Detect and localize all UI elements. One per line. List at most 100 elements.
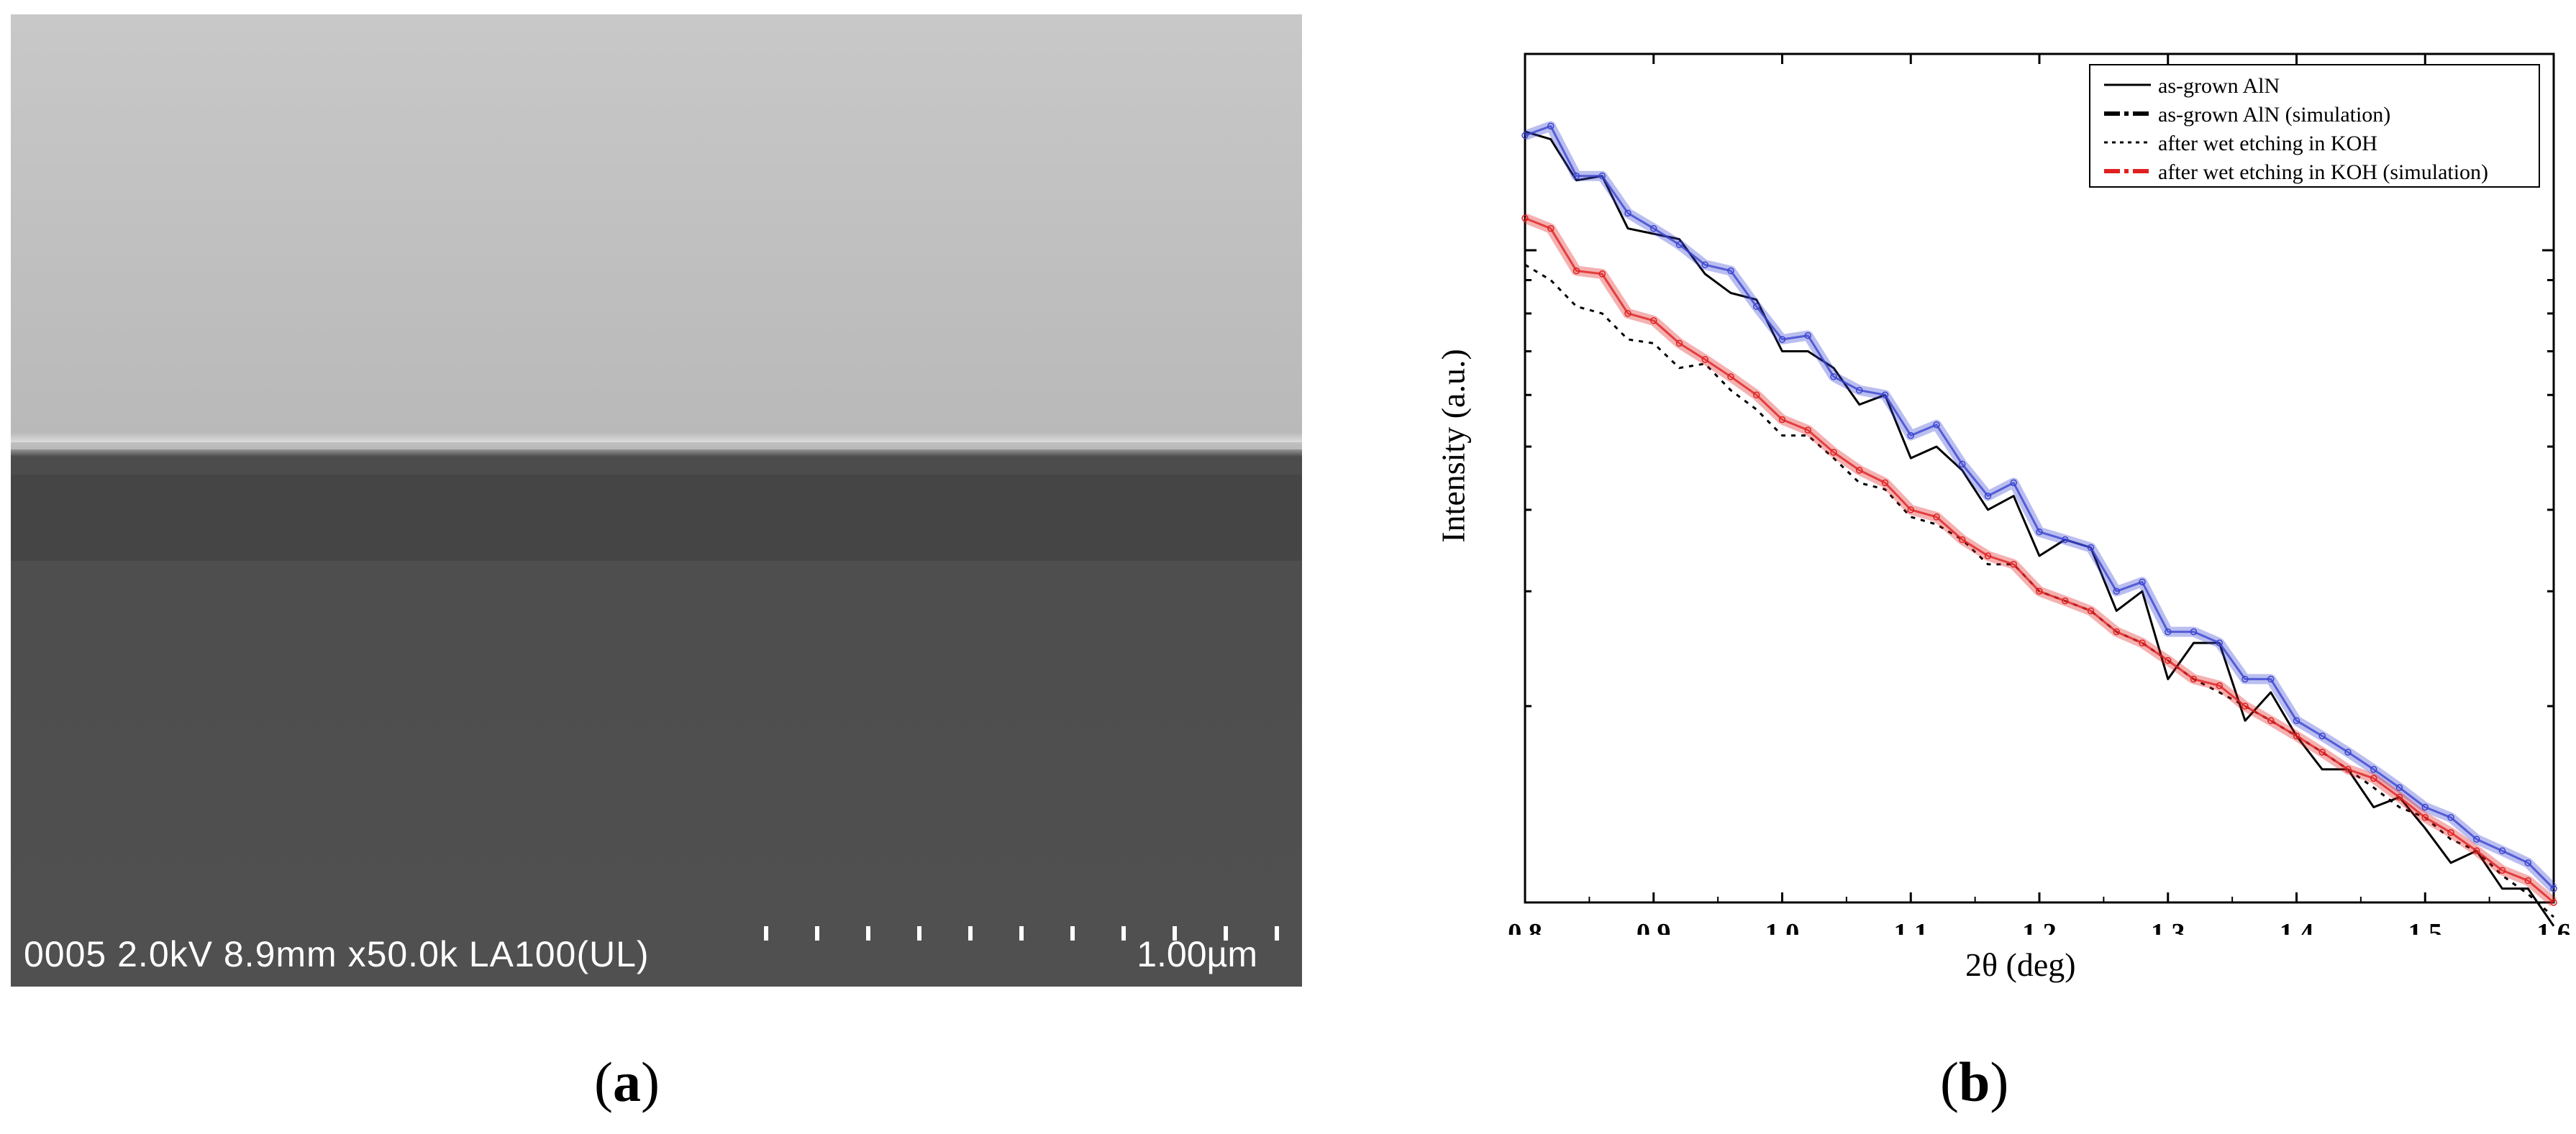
data-point	[2524, 859, 2531, 866]
x-tick-label: 1.4	[2280, 918, 2314, 935]
data-point	[2293, 717, 2300, 724]
data-point	[1753, 303, 1760, 310]
data-point	[1598, 172, 1606, 180]
x-tick-label: 1.5	[2408, 918, 2443, 935]
sem-micrograph	[11, 14, 1302, 987]
legend-box	[2089, 64, 2540, 188]
scale-tick	[866, 926, 870, 941]
data-point	[2395, 784, 2403, 792]
data-point	[2062, 597, 2069, 605]
data-point	[1675, 241, 1683, 248]
scale-tick	[1224, 926, 1228, 941]
data-point	[2473, 836, 2480, 843]
series-3	[1521, 213, 2557, 907]
data-point	[1727, 267, 1734, 275]
data-point	[2242, 675, 2249, 683]
data-point	[1830, 449, 1837, 456]
data-point	[1959, 460, 1966, 468]
data-point	[2421, 814, 2429, 821]
data-point	[2498, 866, 2506, 874]
x-tick-label: 0.8	[1508, 918, 1542, 935]
data-point	[2421, 803, 2429, 811]
sem-image: 0005 2.0kV 8.9mm x50.0k LA100(UL) 1.00µm	[11, 14, 1302, 987]
scale-tick	[1173, 926, 1177, 941]
scale-tick	[968, 926, 973, 941]
data-point	[1547, 122, 1555, 130]
data-point	[1804, 426, 1811, 434]
data-point	[2267, 675, 2275, 683]
data-point	[2190, 675, 2198, 683]
data-point	[2242, 703, 2249, 710]
y-axis-label: Intensity (a.u.)	[1434, 349, 1472, 543]
data-point	[2447, 829, 2454, 836]
sem-scale-label: 1.00µm	[1137, 934, 1257, 974]
data-point	[1521, 132, 1529, 140]
scale-tick	[764, 926, 768, 941]
x-tick-label: 1.2	[2022, 918, 2057, 935]
series-0	[1524, 130, 2555, 927]
series-line	[1524, 124, 2555, 890]
data-point	[1856, 386, 1863, 394]
data-point	[2010, 479, 2017, 487]
data-point	[2524, 877, 2531, 884]
x-tick-label: 1.0	[1765, 918, 1800, 935]
data-point	[1547, 224, 1555, 232]
data-point	[2344, 749, 2352, 756]
sem-info-text: 0005 2.0kV 8.9mm x50.0k LA100(UL)	[24, 934, 650, 974]
x-axis-label: 2θ (deg)	[1965, 946, 2076, 983]
data-point	[1933, 513, 1940, 521]
data-point	[1624, 310, 1631, 317]
data-point	[2139, 639, 2146, 646]
data-point	[2010, 560, 2017, 568]
data-point	[2370, 766, 2377, 773]
data-point	[2550, 885, 2557, 892]
legend-label: as-grown AlN (simulation)	[2158, 103, 2390, 127]
data-point	[1598, 270, 1606, 278]
x-tick-label: 1.1	[1894, 918, 1929, 935]
data-point	[1701, 261, 1708, 268]
data-point	[2062, 536, 2069, 544]
series-1	[1521, 121, 2557, 892]
scale-tick	[917, 926, 921, 941]
x-tick-label: 1.6	[2536, 918, 2571, 935]
data-point	[1778, 336, 1786, 343]
data-point	[2216, 682, 2223, 690]
data-point	[2293, 732, 2300, 740]
scale-tick	[815, 926, 819, 941]
legend-label: as-grown AlN	[2158, 74, 2280, 98]
data-point	[1933, 421, 1940, 429]
data-point	[2318, 749, 2326, 756]
legend: as-grown AlN as-grown AlN (simulation) aft…	[2089, 64, 2540, 188]
x-tick-label: 0.9	[1637, 918, 1671, 935]
series-line	[1524, 130, 2555, 927]
legend-label: after wet etching in KOH (simulation)	[2158, 160, 2488, 184]
data-point	[2087, 607, 2095, 615]
data-point	[1521, 214, 1529, 222]
data-point	[2190, 628, 2198, 636]
data-point	[1675, 339, 1683, 347]
scale-tick	[1121, 926, 1126, 941]
data-point	[2318, 732, 2326, 740]
series-line	[1524, 217, 2554, 904]
scale-tick	[1275, 926, 1279, 941]
data-point	[1701, 356, 1708, 363]
data-point	[1650, 224, 1657, 232]
data-point	[1573, 267, 1580, 275]
data-point	[1727, 373, 1734, 380]
data-point	[2087, 544, 2095, 552]
series-line-band	[1523, 121, 2557, 892]
data-point	[1984, 492, 1992, 500]
data-point	[2113, 587, 2120, 595]
data-point	[1984, 552, 1992, 559]
data-point	[2216, 639, 2223, 646]
data-point	[1830, 373, 1837, 380]
data-point	[1907, 431, 1914, 439]
data-point	[2165, 657, 2172, 664]
data-point	[2113, 628, 2120, 636]
data-point	[1778, 416, 1786, 424]
data-point	[1907, 506, 1914, 513]
panel-label-a: (a)	[594, 1051, 660, 1113]
data-point	[2447, 814, 2454, 821]
data-point	[2036, 587, 2043, 595]
y-axis-label-wrap: Intensity (a.u.)	[1410, 0, 1496, 935]
